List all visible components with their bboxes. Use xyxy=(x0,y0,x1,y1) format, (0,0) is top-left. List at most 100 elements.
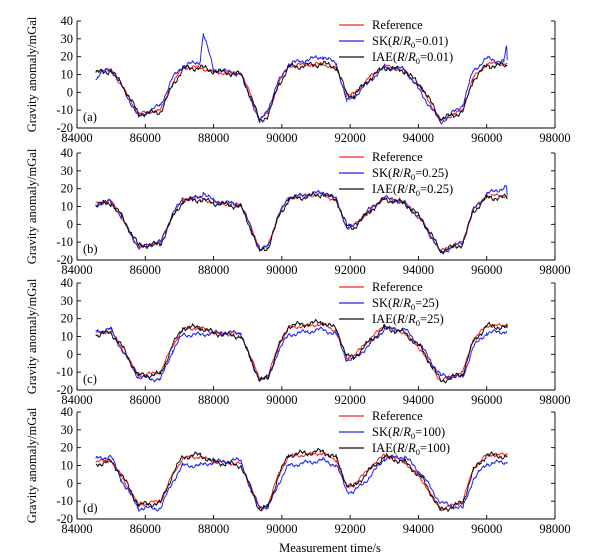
legend-label-iae: IAE(R/R0=100) xyxy=(372,441,450,457)
legend-text-part: / xyxy=(400,296,404,310)
legend-text-part: Reference xyxy=(372,409,423,423)
x-tick-label: 90000 xyxy=(266,131,297,145)
legend-text-part: R xyxy=(402,34,411,48)
legend-text-part: / xyxy=(405,441,409,455)
panel-label: (b) xyxy=(83,242,98,256)
y-tick-label: 10 xyxy=(61,68,74,82)
x-tick-label: 88000 xyxy=(198,263,229,277)
legend-text-part: Reference xyxy=(372,280,423,294)
legend-text-part: / xyxy=(405,50,409,64)
legend-text-part: R xyxy=(402,166,411,180)
y-tick-label: -20 xyxy=(56,383,73,397)
y-tick-label: 20 xyxy=(61,50,74,64)
legend-text-part: / xyxy=(405,312,409,326)
y-tick-label: 10 xyxy=(61,200,74,214)
legend-text-part: IAE( xyxy=(372,312,397,326)
chart-panel-b: -20 -10 0 10 20 30 40 84000 86000 88000 90000 92000… xyxy=(25,146,571,277)
y-tick-label: -10 xyxy=(56,235,73,249)
x-axis-label: Measurement time/s xyxy=(279,541,381,555)
x-tick-label: 86000 xyxy=(130,393,161,407)
legend-text-part: / xyxy=(400,166,404,180)
y-tick-label: 30 xyxy=(61,294,74,308)
legend-text-part: 0 xyxy=(416,447,420,457)
x-tick-label: 90000 xyxy=(266,263,297,277)
legend-text-part: Reference xyxy=(372,150,423,164)
legend-label-reference: Reference xyxy=(372,18,423,32)
legend-text-part: =100) xyxy=(420,441,450,455)
y-tick-label: -20 xyxy=(56,121,73,135)
y-tick-label: 20 xyxy=(61,441,74,455)
legend-text-part: 0 xyxy=(416,56,420,66)
x-tick-label: 92000 xyxy=(335,131,366,145)
legend-label-reference: Reference xyxy=(372,280,423,294)
y-tick-label: 0 xyxy=(67,85,73,99)
x-tick-label: 94000 xyxy=(403,131,434,145)
x-tick-label: 92000 xyxy=(335,522,366,536)
x-tick-label: 84000 xyxy=(61,522,92,536)
x-tick-label: 96000 xyxy=(471,522,502,536)
legend-text-part: =25) xyxy=(415,296,439,310)
x-tick-label: 96000 xyxy=(471,131,502,145)
legend-text-part: 0 xyxy=(411,40,415,50)
legend-text-part: 0 xyxy=(416,318,420,328)
legend-text-part: / xyxy=(400,34,404,48)
y-tick-label: 30 xyxy=(61,32,74,46)
y-tick-label: 30 xyxy=(61,423,74,437)
legend-text-part: R xyxy=(396,312,405,326)
legend-text-part: R xyxy=(391,34,400,48)
legend-text-part: 0 xyxy=(411,431,415,441)
legend-text-part: R xyxy=(391,166,400,180)
panel-label: (c) xyxy=(83,372,97,386)
y-tick-label: -10 xyxy=(56,103,73,117)
x-tick-label: 98000 xyxy=(539,263,570,277)
legend-text-part: =100) xyxy=(415,425,445,439)
y-tick-label: -20 xyxy=(56,512,73,526)
x-tick-label: 94000 xyxy=(403,393,434,407)
chart-panel-d: -20 -10 0 10 20 30 40 84000 86000 88000 90000 92000… xyxy=(25,405,571,536)
legend-text-part: R xyxy=(391,296,400,310)
y-tick-label: 40 xyxy=(61,405,74,419)
x-tick-label: 92000 xyxy=(335,393,366,407)
x-tick-label: 96000 xyxy=(471,393,502,407)
legend-text-part: R xyxy=(407,312,416,326)
series-line-iae xyxy=(95,191,508,255)
legend-text-part: R xyxy=(391,425,400,439)
y-tick-label: 10 xyxy=(61,330,74,344)
legend-text-part: IAE( xyxy=(372,441,397,455)
legend-text-part: 0 xyxy=(416,188,420,198)
x-tick-label: 98000 xyxy=(539,393,570,407)
y-tick-label: 20 xyxy=(61,182,74,196)
y-axis-label: Gravity anomaly/mGal xyxy=(25,278,39,394)
series-line-iae xyxy=(95,318,508,384)
legend-text-part: / xyxy=(400,425,404,439)
y-tick-label: -20 xyxy=(56,253,73,267)
y-tick-label: -10 xyxy=(56,494,73,508)
series-line-iae xyxy=(95,448,508,512)
y-tick-label: -10 xyxy=(56,365,73,379)
legend-label-reference: Reference xyxy=(372,150,423,164)
y-tick-label: 0 xyxy=(67,476,73,490)
panel-label: (a) xyxy=(83,110,97,124)
legend-text-part: SK( xyxy=(372,296,392,310)
legend-text-part: 0 xyxy=(411,302,415,312)
x-tick-label: 86000 xyxy=(130,522,161,536)
x-tick-label: 88000 xyxy=(198,522,229,536)
x-tick-label: 90000 xyxy=(266,393,297,407)
legend-text-part: =0.01) xyxy=(420,50,453,64)
legend-text-part: R xyxy=(402,425,411,439)
legend-text-part: IAE( xyxy=(372,50,397,64)
legend-label-sk: SK(R/R0=100) xyxy=(372,425,445,441)
legend-label-sk: SK(R/R0=0.01) xyxy=(372,34,448,50)
legend-text-part: R xyxy=(396,441,405,455)
legend-label-sk: SK(R/R0=25) xyxy=(372,296,439,312)
y-tick-label: 0 xyxy=(67,217,73,231)
legend-text-part: SK( xyxy=(372,166,392,180)
x-tick-label: 92000 xyxy=(335,263,366,277)
legend-text-part: =25) xyxy=(420,312,444,326)
legend-text-part: R xyxy=(396,50,405,64)
legend-text-part: 0 xyxy=(411,172,415,182)
series-line-reference xyxy=(95,61,508,122)
x-tick-label: 86000 xyxy=(130,263,161,277)
legend-text-part: R xyxy=(407,441,416,455)
